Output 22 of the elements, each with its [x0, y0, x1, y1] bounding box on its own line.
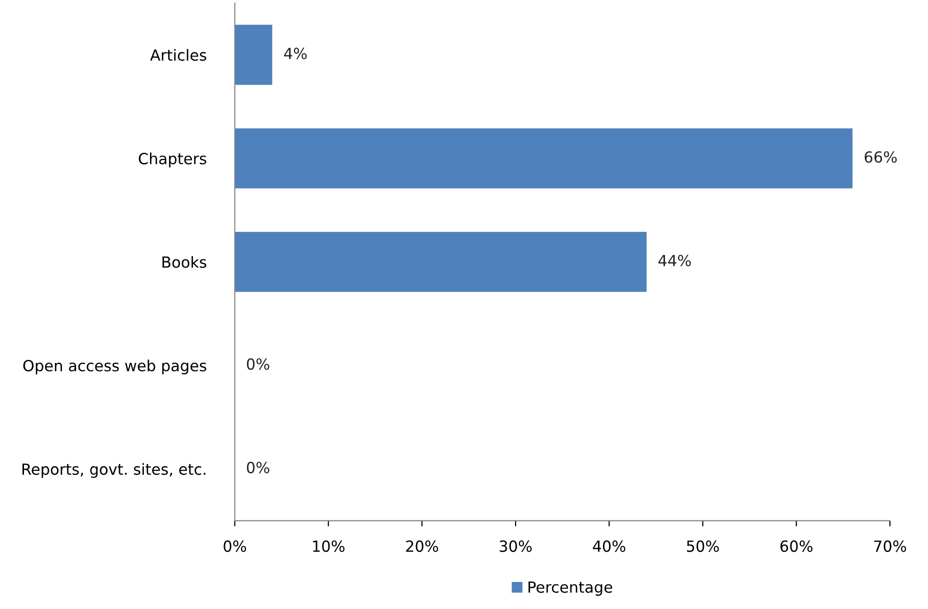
- x-tick-label: 0%: [224, 540, 246, 552]
- x-tick-label: 70%: [874, 540, 906, 552]
- x-tick-label: 40%: [592, 540, 626, 552]
- x-tick-label: 60%: [780, 540, 812, 552]
- data-label: 44%: [658, 254, 691, 266]
- bar: [234, 128, 853, 188]
- y-tick-label: Reports, govt. sites, etc.: [22, 463, 206, 478]
- data-label: 0%: [246, 358, 270, 370]
- y-tick-label: Chapters: [138, 152, 206, 168]
- x-tick-label: 50%: [686, 540, 719, 552]
- x-tick-label: 20%: [406, 540, 438, 552]
- bar: [234, 232, 647, 292]
- data-label: 4%: [284, 48, 307, 60]
- x-tick-label: 30%: [500, 540, 532, 552]
- y-tick-label: Books: [162, 256, 206, 268]
- data-label: 66%: [864, 151, 897, 163]
- x-tick-label: 10%: [313, 540, 345, 552]
- y-tick-label: Articles: [150, 49, 206, 61]
- data-label: 0%: [246, 462, 270, 474]
- y-tick-label: Open access web pages: [23, 360, 206, 374]
- legend-label: Percentage: [528, 582, 612, 596]
- bar: [234, 24, 272, 85]
